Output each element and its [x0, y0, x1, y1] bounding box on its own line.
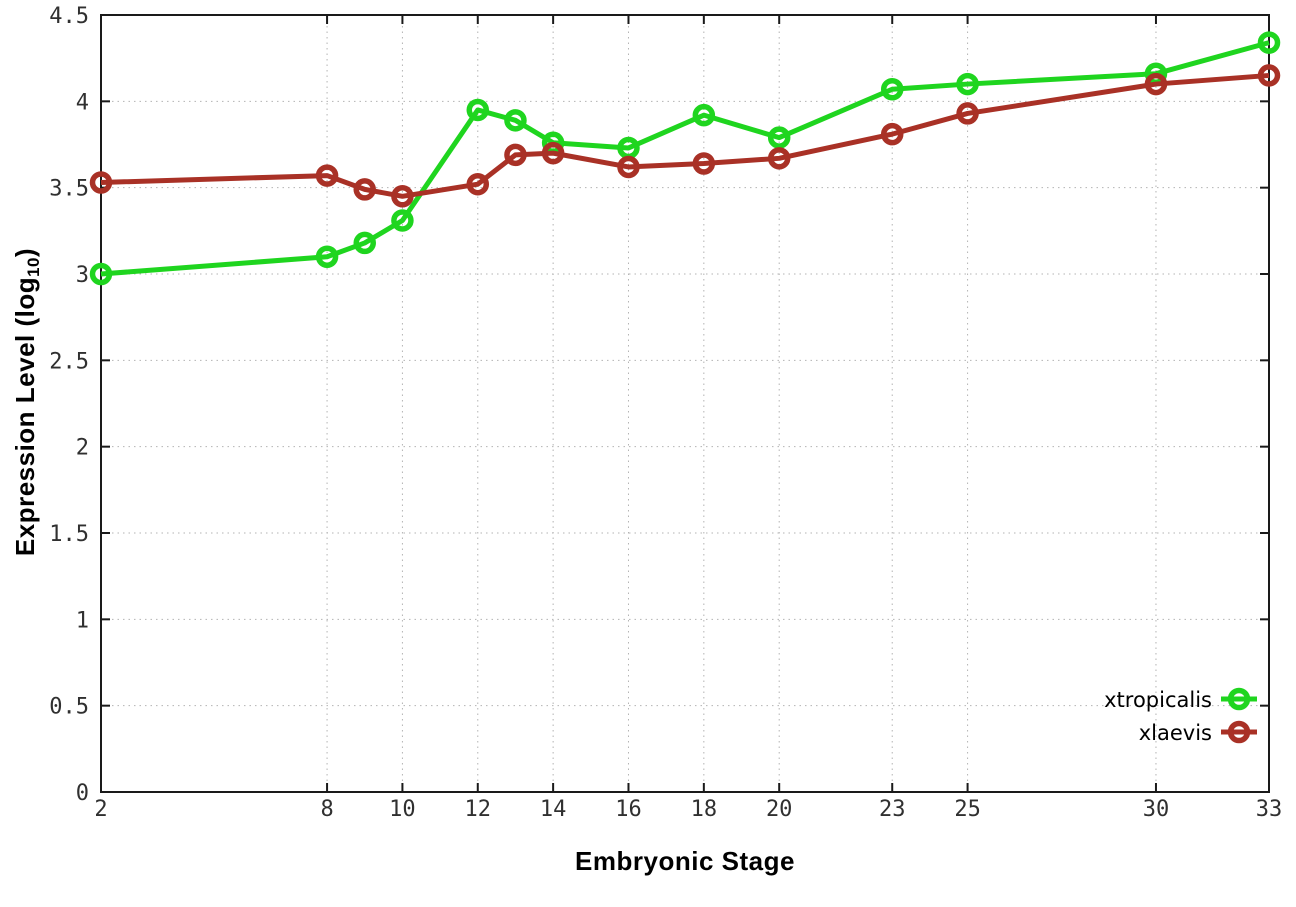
data-point-xtropicalis-stage-8: [315, 245, 339, 268]
x-tick-label: 18: [691, 797, 718, 822]
legend: xtropicalis xlaevis: [1104, 687, 1257, 745]
x-tick-label: 20: [766, 797, 793, 822]
data-point-xtropicalis-stage-23: [880, 77, 904, 101]
y-axis-title-subscript: 10: [24, 257, 44, 277]
data-point-xlaevis-stage-10: [391, 185, 414, 208]
data-point-xtropicalis-stage-20: [767, 126, 791, 149]
x-tick-label: 12: [465, 797, 492, 822]
data-point-xlaevis-stage-8: [315, 164, 339, 187]
y-axis-title-suffix: ): [10, 247, 40, 258]
legend-marker-xtropicalis: [1227, 687, 1251, 711]
data-point-xtropicalis-stage-13: [504, 109, 527, 132]
data-point-xtropicalis-stage-2: [89, 262, 113, 286]
data-point-xlaevis-stage-25: [956, 102, 979, 125]
y-tick-label: 3: [76, 263, 89, 288]
x-tick-label: 30: [1143, 797, 1170, 822]
series-line-xtropicalis: [100, 40, 1270, 277]
data-point-xlaevis-stage-9: [353, 178, 376, 201]
x-tick-label: 8: [320, 797, 333, 822]
y-tick-label: 4.5: [49, 4, 89, 29]
data-point-xlaevis-stage-33: [1257, 64, 1281, 87]
data-point-xlaevis-stage-12: [466, 172, 490, 196]
x-tick-label: 14: [540, 797, 567, 822]
series-xtropicalis: [89, 31, 1281, 286]
series-xlaevis: [89, 64, 1281, 208]
y-tick-label: 1: [76, 608, 89, 633]
x-tick-label: 23: [879, 797, 906, 822]
series-line-xlaevis: [100, 72, 1270, 199]
y-tick-label: 2: [76, 436, 89, 461]
plot-border: [100, 14, 1270, 793]
data-point-xlaevis-stage-2: [89, 171, 113, 194]
y-tick-label: 0.5: [49, 695, 89, 720]
grid: [101, 15, 1269, 792]
data-point-xlaevis-stage-30: [1144, 72, 1168, 96]
y-tick-label: 3.5: [49, 177, 89, 202]
legend-marker-xlaevis: [1227, 720, 1251, 744]
x-tick-label: 25: [954, 797, 981, 822]
y-axis-title-text: Expression Level (log: [10, 276, 40, 557]
y-tick-label: 4: [76, 90, 89, 115]
data-point-xtropicalis-stage-12: [466, 98, 490, 122]
legend-label-xlaevis: xlaevis: [1139, 721, 1212, 745]
data-point-xlaevis-stage-14: [541, 141, 565, 165]
data-point-xlaevis-stage-23: [880, 122, 904, 146]
data-point-xlaevis-stage-13: [504, 143, 527, 167]
x-tick-label: 2: [94, 797, 107, 822]
data-point-xtropicalis-stage-9: [353, 231, 376, 255]
legend-label-xtropicalis: xtropicalis: [1104, 688, 1212, 712]
data-point-xtropicalis-stage-10: [391, 209, 414, 232]
data-point-xtropicalis-stage-25: [956, 72, 979, 96]
data-point-xlaevis-stage-20: [767, 147, 791, 170]
y-tick-label: 2.5: [49, 349, 89, 374]
axis-ticks: 2 8 10 12 14 16 18 20 23 25 30 33 0 0.5 1 1.5 2 2.5 3 3.5 4 4…: [49, 4, 1282, 822]
x-axis-title: Embryonic Stage: [575, 846, 795, 876]
y-tick-label: 1.5: [49, 522, 89, 547]
data-point-xlaevis-stage-18: [692, 152, 716, 175]
x-tick-label: 16: [615, 797, 642, 822]
y-axis-title: Expression Level (log10): [10, 102, 44, 702]
data-point-xlaevis-stage-16: [617, 155, 640, 179]
x-tick-label: 33: [1256, 797, 1283, 822]
y-tick-label: 0: [76, 781, 89, 806]
data-point-xtropicalis-stage-18: [692, 103, 716, 127]
data-point-xtropicalis-stage-33: [1257, 31, 1281, 54]
x-tick-label: 10: [389, 797, 416, 822]
